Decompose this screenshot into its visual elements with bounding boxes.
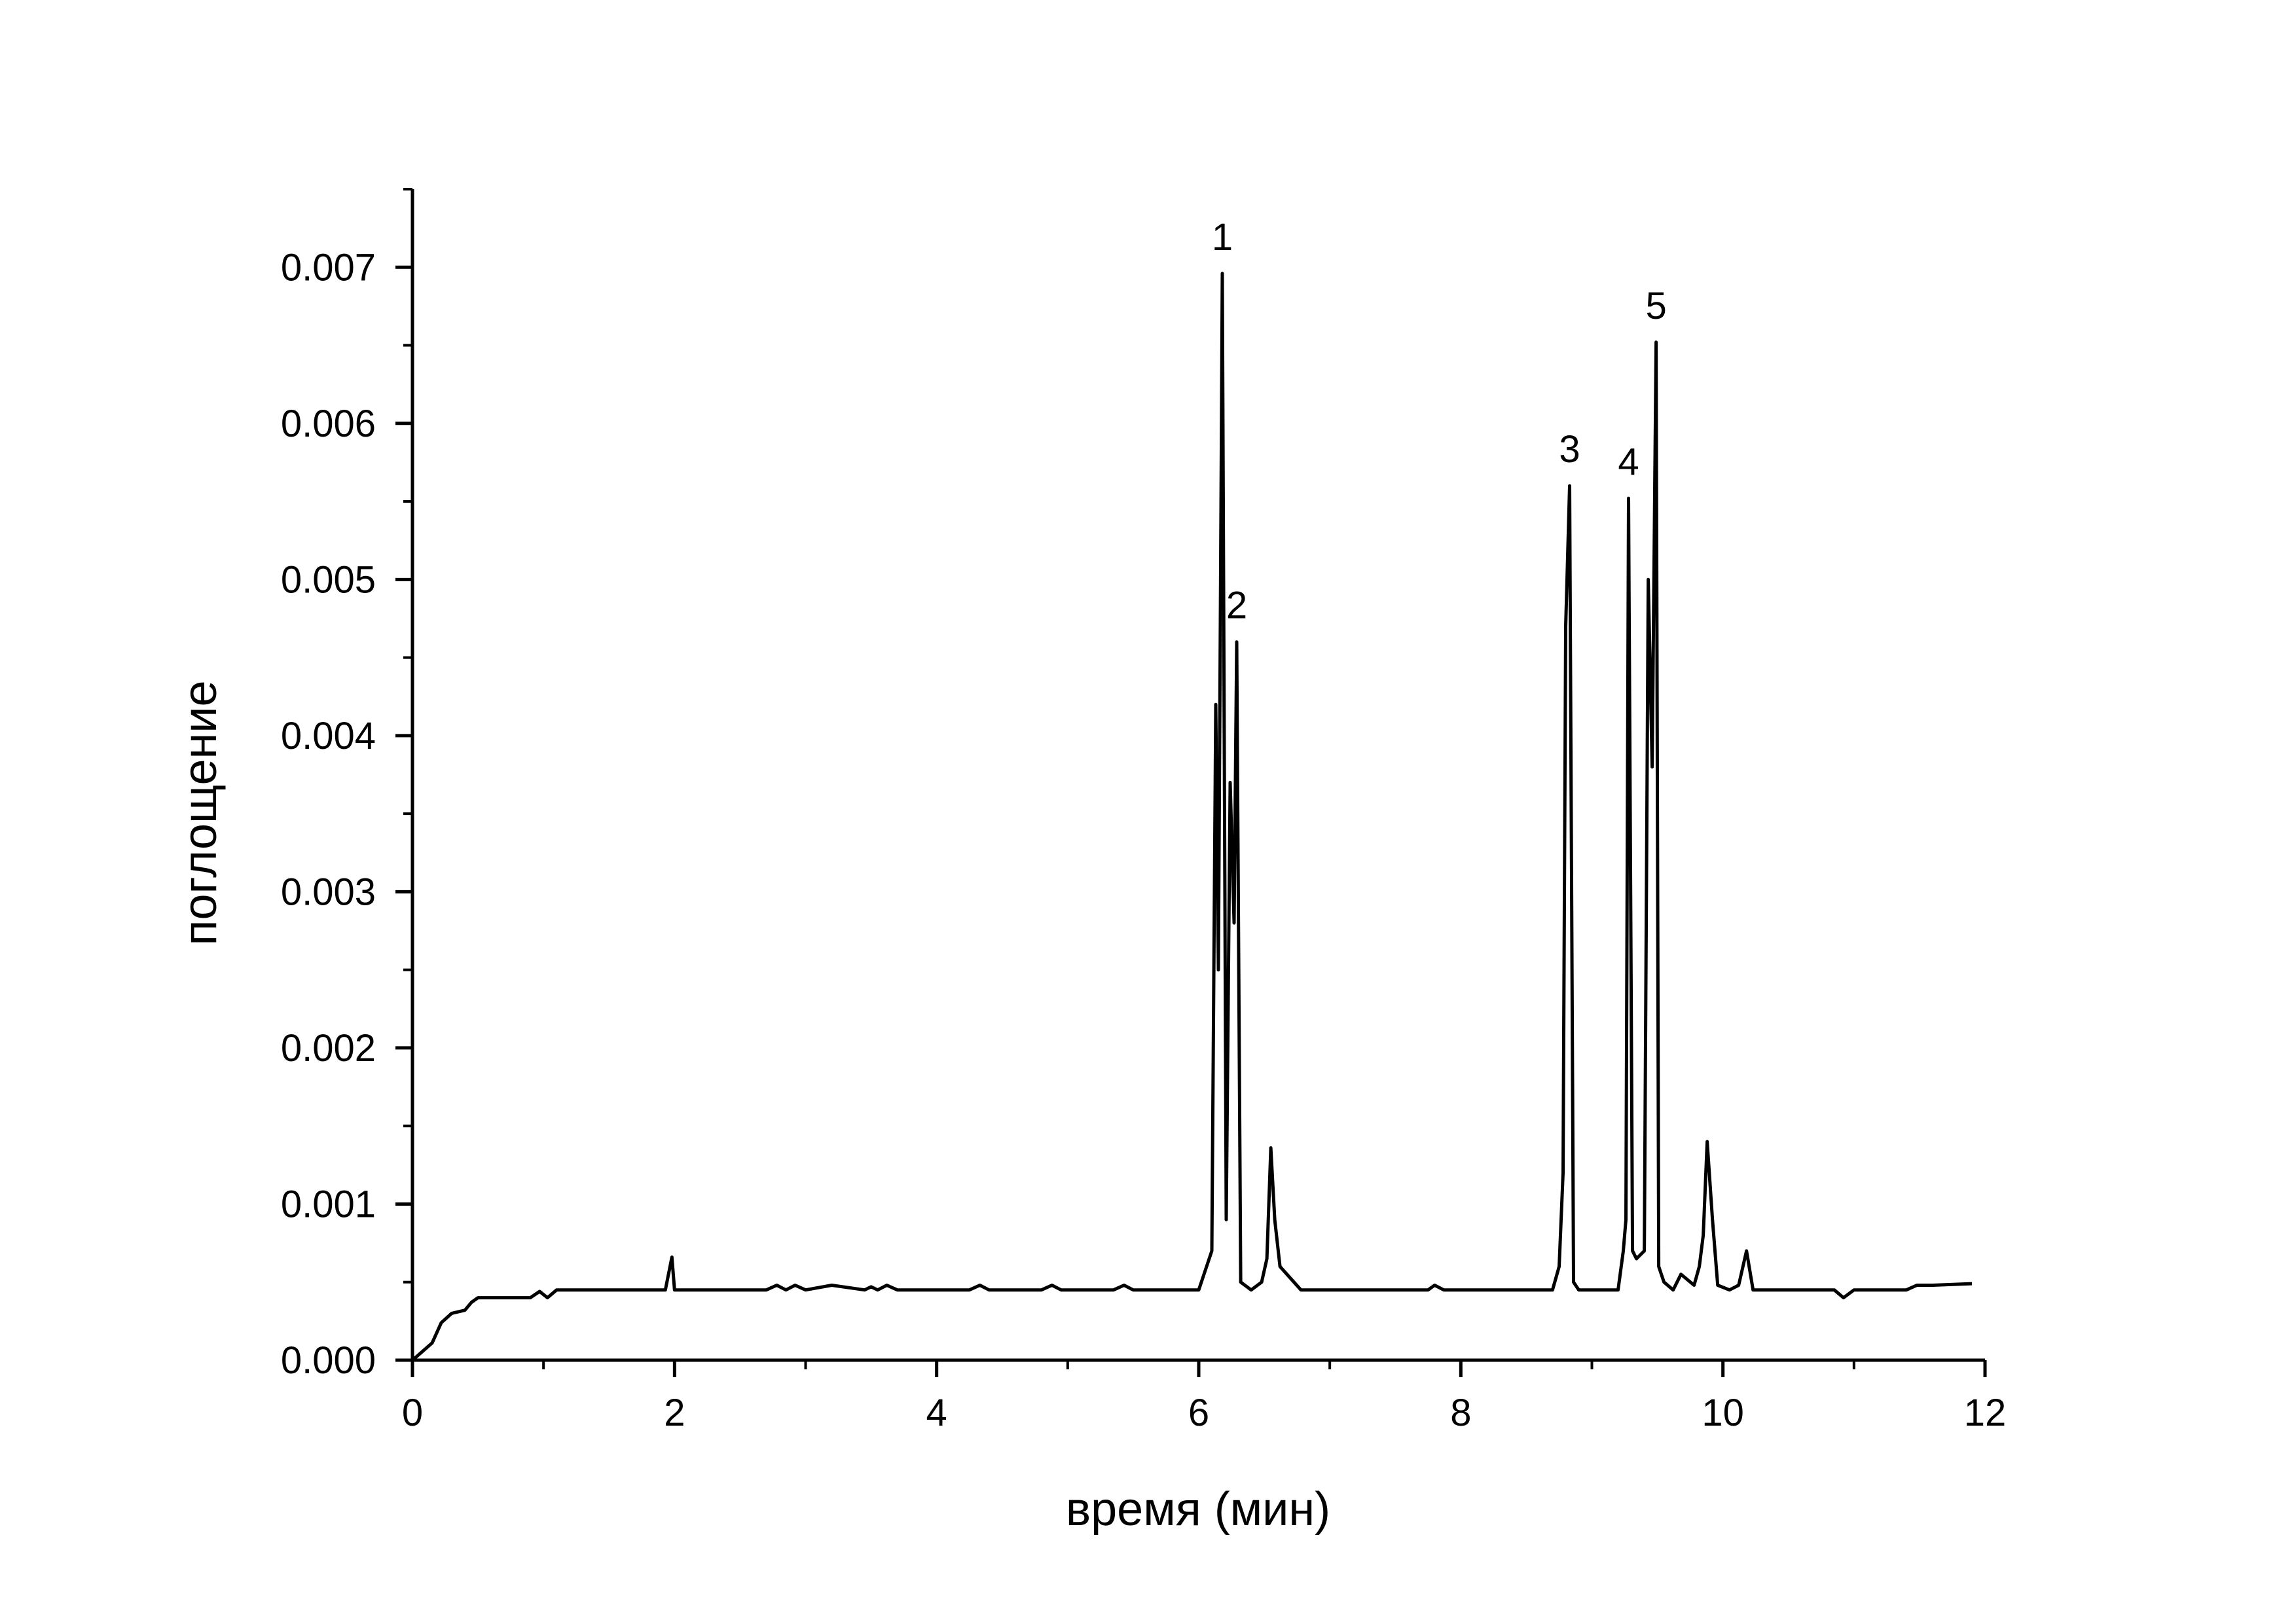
y-axis: 0.000 0.001 0.002 0.003 0.004 0.005 0.006 0.007 (281, 188, 414, 1382)
x-axis-title: время (мин) (1066, 1483, 1330, 1536)
x-tick-label: 4 (926, 1392, 947, 1434)
peak-label-3: 3 (1559, 428, 1580, 471)
y-tick-label: 0.005 (281, 558, 376, 601)
peak-label-2: 2 (1226, 585, 1247, 627)
x-tick-label: 6 (1188, 1392, 1209, 1434)
x-tick-label: 10 (1702, 1392, 1744, 1434)
x-tick-label: 0 (402, 1392, 423, 1434)
x-axis: 0 2 4 6 8 10 12 (402, 1358, 2007, 1434)
y-tick-label: 0.001 (281, 1183, 376, 1225)
peak-labels: 1 2 3 4 5 (1212, 216, 1667, 627)
y-tick-label: 0.007 (281, 246, 376, 289)
peak-label-5: 5 (1645, 285, 1666, 327)
x-tick-label: 2 (664, 1392, 685, 1434)
y-tick-label: 0.002 (281, 1027, 376, 1070)
y-tick-label: 0.000 (281, 1339, 376, 1382)
peak-label-1: 1 (1212, 216, 1233, 259)
y-axis-title: поглощение (174, 680, 227, 945)
y-tick-label: 0.004 (281, 715, 376, 757)
y-tick-label: 0.003 (281, 871, 376, 913)
x-tick-label: 12 (1964, 1392, 2007, 1434)
y-tick-label: 0.006 (281, 403, 376, 445)
x-tick-label: 8 (1450, 1392, 1471, 1434)
peak-label-4: 4 (1618, 441, 1639, 483)
chromatogram-trace (411, 272, 1973, 1361)
